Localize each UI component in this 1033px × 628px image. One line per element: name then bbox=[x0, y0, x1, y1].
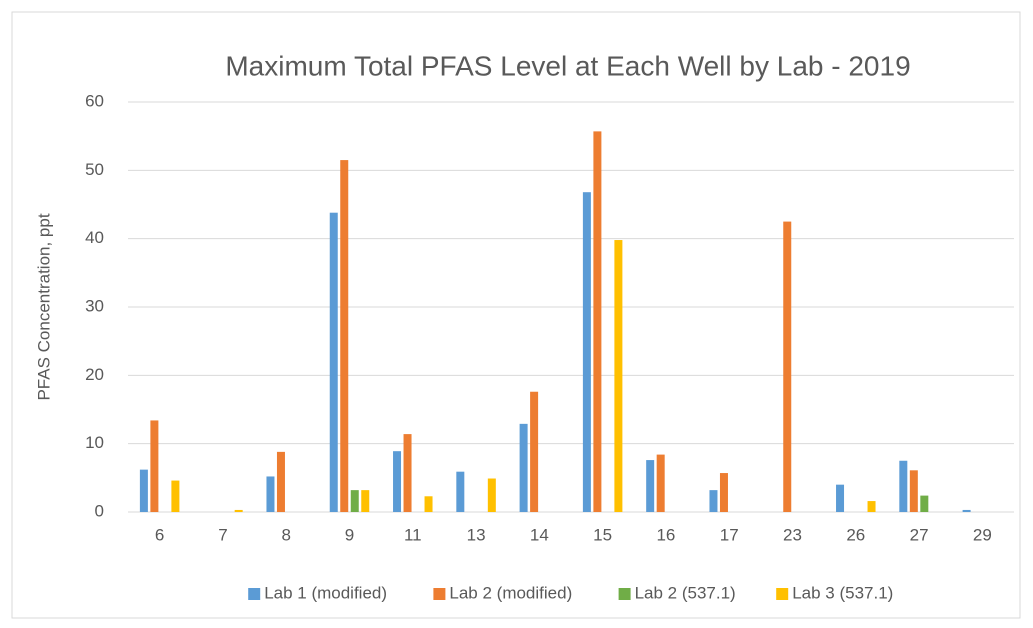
bar bbox=[909, 470, 918, 512]
bar bbox=[646, 460, 655, 512]
bar bbox=[340, 160, 349, 513]
x-tick-label: 6 bbox=[155, 525, 164, 544]
bar bbox=[350, 490, 359, 512]
x-tick-label: 7 bbox=[218, 525, 227, 544]
bar bbox=[329, 212, 338, 512]
x-tick-label: 16 bbox=[656, 525, 675, 544]
x-tick-label: 15 bbox=[593, 525, 612, 544]
bar bbox=[920, 495, 929, 512]
x-tick-label: 14 bbox=[530, 525, 549, 544]
x-tick-label: 29 bbox=[973, 525, 992, 544]
bar bbox=[266, 476, 275, 512]
bar bbox=[836, 484, 845, 512]
bar bbox=[530, 391, 539, 512]
chart-border bbox=[11, 11, 1021, 619]
legend-swatch bbox=[618, 588, 631, 600]
y-tick-label: 40 bbox=[85, 228, 104, 247]
bar bbox=[962, 509, 971, 512]
bar bbox=[709, 490, 718, 512]
bar bbox=[719, 473, 728, 512]
legend-label: Lab 2 (537.1) bbox=[635, 583, 736, 602]
y-axis-label: PFAS Concentration, ppt bbox=[34, 213, 53, 400]
bar bbox=[593, 131, 602, 512]
bar bbox=[276, 451, 285, 512]
legend-label: Lab 1 (modified) bbox=[264, 583, 387, 602]
bar bbox=[656, 454, 665, 512]
x-tick-label: 8 bbox=[281, 525, 290, 544]
y-tick-label: 10 bbox=[85, 433, 104, 452]
bar bbox=[899, 460, 908, 512]
bar bbox=[456, 471, 465, 512]
x-tick-label: 27 bbox=[910, 525, 929, 544]
y-tick-label: 60 bbox=[85, 91, 104, 110]
legend-swatch bbox=[776, 588, 789, 600]
y-tick-label: 50 bbox=[85, 160, 104, 179]
legend-swatch bbox=[433, 588, 446, 600]
chart-title: Maximum Total PFAS Level at Each Well by… bbox=[225, 50, 910, 81]
y-tick-label: 0 bbox=[95, 501, 104, 520]
x-tick-label: 23 bbox=[783, 525, 802, 544]
bar bbox=[614, 240, 623, 513]
x-tick-label: 11 bbox=[404, 525, 422, 544]
bar bbox=[150, 420, 159, 512]
x-tick-label: 26 bbox=[846, 525, 865, 544]
bar bbox=[361, 490, 370, 512]
bar bbox=[582, 192, 591, 512]
bar bbox=[519, 423, 528, 512]
x-tick-label: 17 bbox=[720, 525, 739, 544]
bar bbox=[234, 509, 243, 512]
bar bbox=[403, 434, 412, 512]
bar bbox=[393, 451, 402, 512]
bar bbox=[424, 496, 433, 512]
legend-label: Lab 2 (modified) bbox=[449, 583, 572, 602]
bar bbox=[171, 480, 180, 512]
y-tick-label: 20 bbox=[85, 365, 104, 384]
bar bbox=[139, 469, 148, 512]
y-tick-label: 30 bbox=[85, 296, 104, 315]
legend-swatch bbox=[248, 588, 261, 600]
bar bbox=[487, 478, 496, 512]
legend-label: Lab 3 (537.1) bbox=[792, 583, 893, 602]
x-tick-label: 13 bbox=[467, 525, 486, 544]
bar bbox=[867, 501, 876, 512]
bar bbox=[783, 221, 792, 513]
x-tick-label: 9 bbox=[345, 525, 354, 544]
